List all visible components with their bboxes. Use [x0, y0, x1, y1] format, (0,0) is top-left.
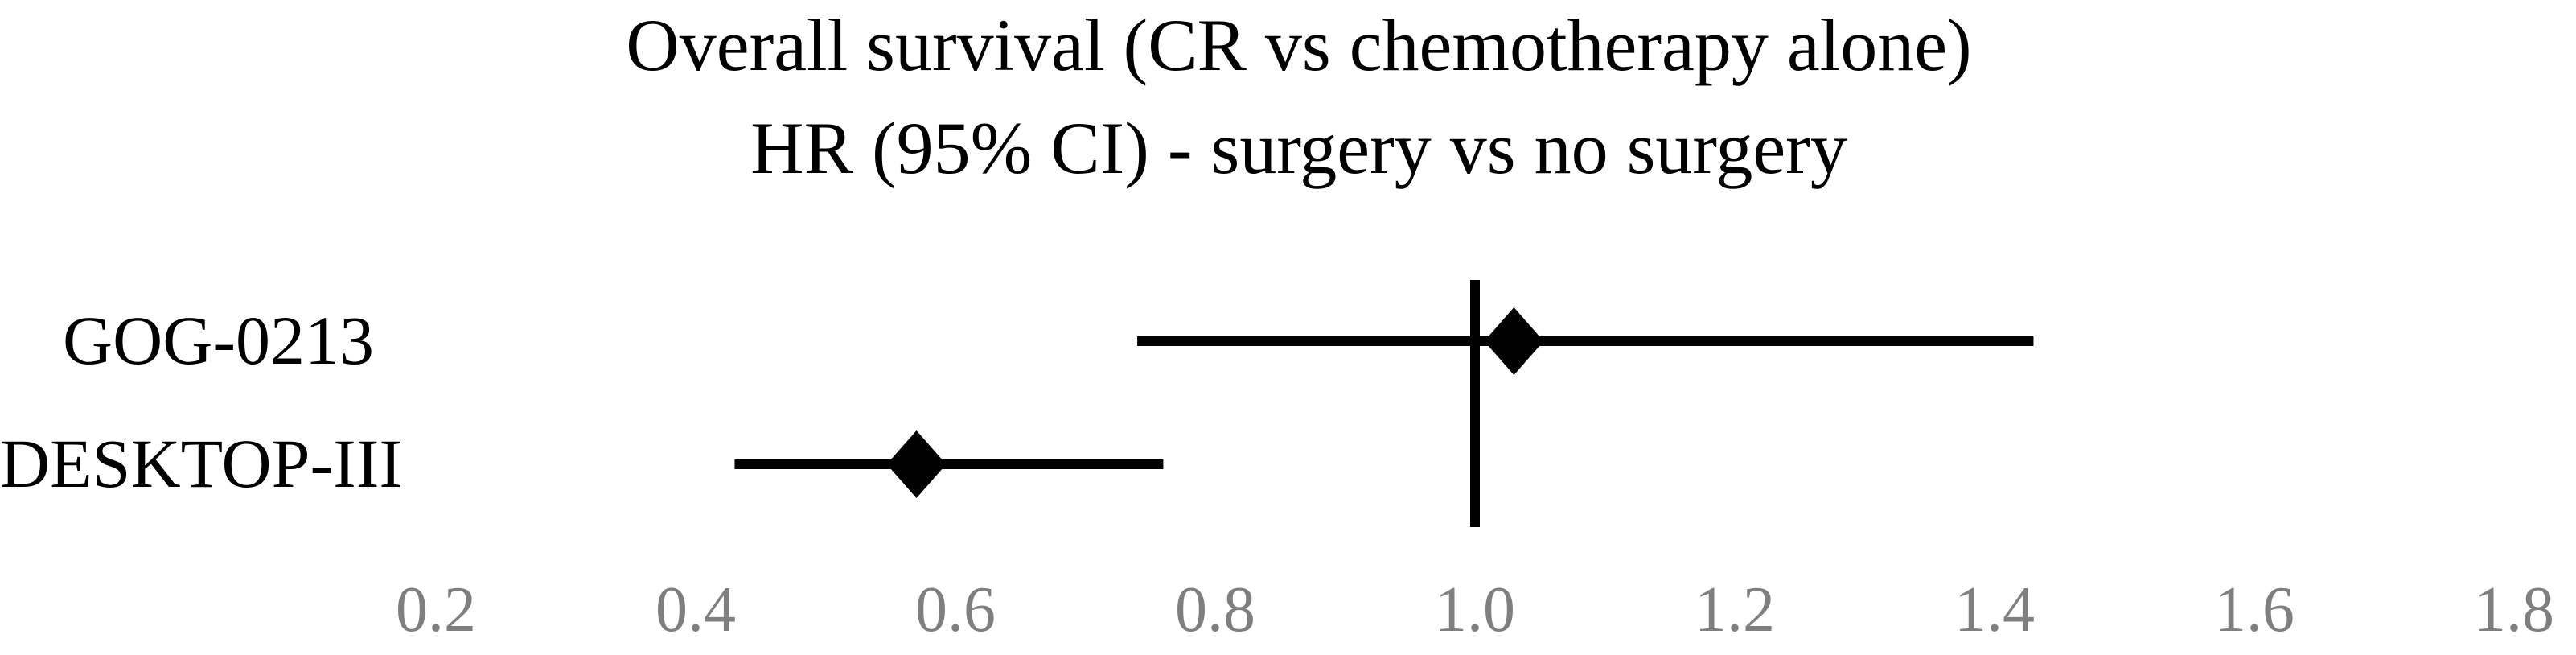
hr-diamond-gog-0213 [1484, 307, 1544, 375]
x-tick-label-1.2: 1.2 [1695, 575, 1775, 645]
x-tick-label-0.2: 0.2 [396, 575, 476, 645]
x-tick-label-1.6: 1.6 [2214, 575, 2295, 645]
x-tick-label-0.8: 0.8 [1175, 575, 1255, 645]
hr-diamond-desktop-iii [886, 430, 947, 498]
x-tick-label-1.0: 1.0 [1435, 575, 1515, 645]
x-tick-label-0.6: 0.6 [915, 575, 996, 645]
x-tick-label-1.4: 1.4 [1954, 575, 2035, 645]
x-tick-label-0.4: 0.4 [655, 575, 736, 645]
study-label-desktop-iii: DESKTOP-III [0, 425, 403, 502]
study-label-gog-0213: GOG-0213 [63, 302, 374, 379]
x-tick-label-1.8: 1.8 [2474, 575, 2554, 645]
chart-title: Overall survival (CR vs chemotherapy alo… [626, 4, 1972, 86]
chart-subtitle: HR (95% CI) - surgery vs no surgery [750, 107, 1847, 189]
